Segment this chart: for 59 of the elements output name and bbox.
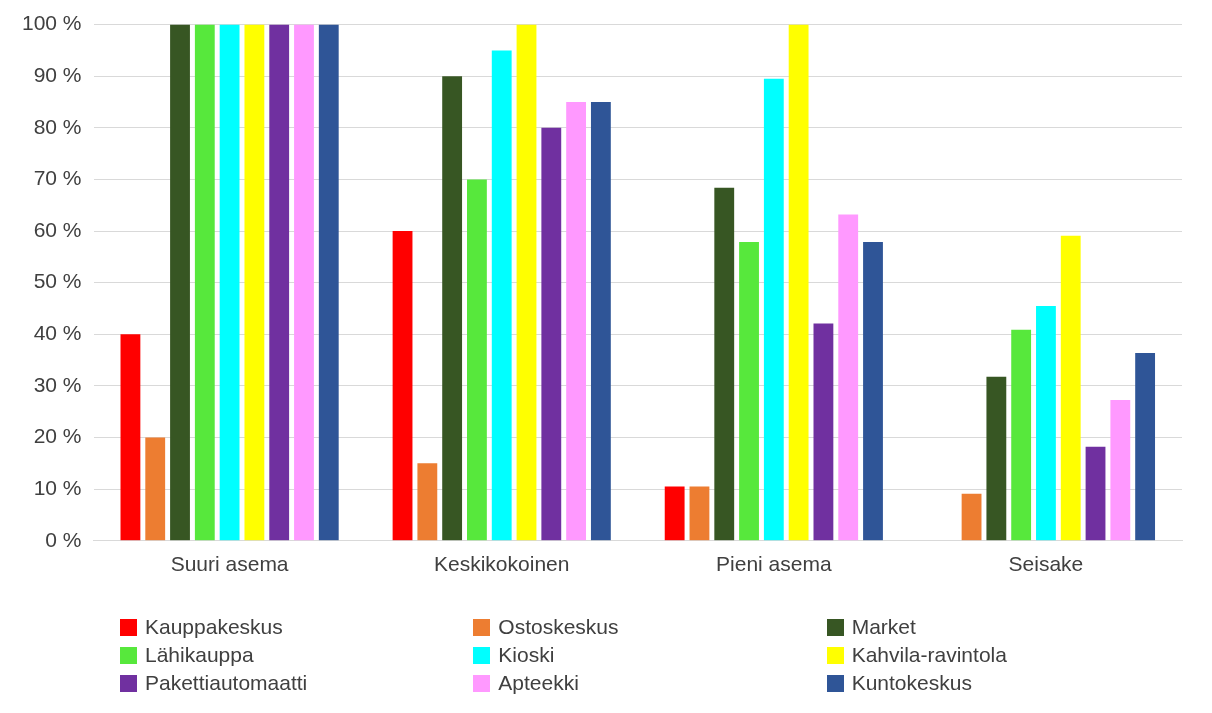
bar <box>516 24 537 541</box>
bar <box>170 24 190 541</box>
y-tick-label: 70 % <box>33 166 82 190</box>
legend-label: Kahvila-ravintola <box>851 643 1007 667</box>
legend-label: Pakettiautomaatti <box>145 671 308 695</box>
bar <box>838 214 859 541</box>
legend-label: Kuntokeskus <box>851 671 972 695</box>
bar <box>442 76 463 541</box>
bar <box>590 102 611 541</box>
bar <box>739 241 759 541</box>
bar <box>120 334 141 541</box>
bar <box>863 241 883 541</box>
bar <box>1060 235 1081 541</box>
bar <box>145 437 166 541</box>
bar <box>219 24 240 541</box>
bar <box>194 24 215 541</box>
y-tick-label: 30 % <box>33 372 82 396</box>
x-tick-label: Keskikokoinen <box>434 552 570 576</box>
bar <box>788 24 809 541</box>
legend-label: Kauppakeskus <box>145 615 283 639</box>
y-tick-label: 40 % <box>33 321 82 345</box>
bar <box>714 187 735 541</box>
y-tick-label: 80 % <box>33 114 82 138</box>
x-tick-label: Suuri asema <box>170 552 289 576</box>
bar <box>467 179 487 541</box>
y-tick-label: 50 % <box>33 269 82 293</box>
bar <box>392 231 413 541</box>
bar <box>269 24 290 541</box>
bar <box>566 102 587 541</box>
legend-label: Market <box>851 615 916 639</box>
bar <box>763 78 784 541</box>
legend-label: Kioski <box>498 643 555 667</box>
bar <box>961 493 982 541</box>
y-tick-label: 10 % <box>33 475 82 499</box>
bar <box>664 486 685 541</box>
bar <box>689 486 710 541</box>
y-tick-label: 0 % <box>45 527 82 551</box>
y-tick-label: 20 % <box>33 424 82 448</box>
y-tick-label: 90 % <box>33 63 82 87</box>
legend-label: Apteekki <box>498 671 579 695</box>
legend-label: Ostoskeskus <box>498 615 619 639</box>
bar <box>986 376 1007 541</box>
bar <box>813 323 834 541</box>
x-tick-label: Seisake <box>1008 552 1084 576</box>
y-tick-label: 100 % <box>22 11 82 35</box>
bar <box>1135 352 1156 541</box>
bar <box>1036 305 1056 541</box>
bar <box>541 127 562 541</box>
bar <box>294 24 314 541</box>
bar <box>1110 399 1131 541</box>
x-tick-label: Pieni asema <box>716 552 832 576</box>
legend-label: Lähikauppa <box>145 643 254 667</box>
bar <box>1085 446 1106 541</box>
y-tick-label: 60 % <box>33 217 82 241</box>
bar <box>1011 329 1032 541</box>
bar <box>244 24 265 541</box>
bar <box>318 24 339 541</box>
bar <box>491 50 512 541</box>
bar <box>417 463 438 541</box>
